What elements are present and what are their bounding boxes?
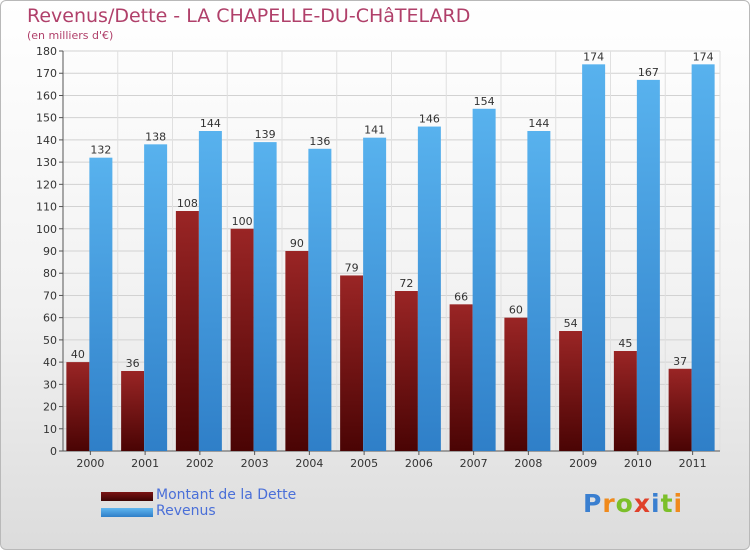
legend-label-dette: Montant de la Dette (156, 487, 297, 503)
bar-dette-2005 (340, 275, 364, 451)
bar-dette-2011 (668, 368, 692, 451)
data-label-dette-2000: 40 (71, 348, 85, 361)
x-tick-label-2002: 2002 (186, 457, 214, 470)
bar-revenus-2003 (253, 142, 277, 451)
x-tick-label-2009: 2009 (569, 457, 597, 470)
y-tick-label: 150 (36, 112, 57, 125)
data-label-revenus-2000: 132 (90, 144, 111, 157)
data-label-revenus-2001: 138 (145, 130, 166, 143)
legend-swatch-dette (101, 492, 153, 501)
x-tick-label-2004: 2004 (295, 457, 323, 470)
data-label-revenus-2005: 141 (364, 124, 385, 137)
y-tick-label: 120 (36, 178, 57, 191)
y-tick-label: 110 (36, 201, 57, 214)
legend-swatch-revenus (101, 508, 153, 517)
data-label-revenus-2003: 139 (255, 128, 276, 141)
bar-revenus-2011 (691, 64, 715, 452)
bar-revenus-2000 (89, 157, 113, 451)
bar-dette-2008 (504, 317, 528, 451)
bar-dette-2000 (66, 362, 90, 451)
y-tick-label: 80 (43, 267, 57, 280)
data-label-dette-2005: 79 (345, 261, 359, 274)
legend-label-revenus: Revenus (156, 503, 216, 519)
axes: 0 10 20 30 40 50 60 70 80 90 100 110 120 130 140 150 160… (36, 45, 720, 470)
bar-revenus-2008 (527, 131, 551, 451)
data-label-dette-2011: 37 (673, 355, 687, 368)
data-label-revenus-2007: 154 (474, 95, 495, 108)
bar-dette-2004 (285, 251, 309, 451)
bar-revenus-2005 (363, 137, 387, 451)
bar-dette-2006 (394, 291, 418, 451)
x-tick-label-2005: 2005 (350, 457, 378, 470)
y-tick-label: 0 (50, 445, 57, 458)
x-tick-label-2006: 2006 (405, 457, 433, 470)
data-label-revenus-2009: 174 (583, 50, 604, 63)
data-label-dette-2002: 108 (177, 197, 198, 210)
bar-revenus-2010 (636, 79, 660, 451)
x-tick-label-2008: 2008 (514, 457, 542, 470)
y-tick-label: 40 (43, 356, 57, 369)
logo-letter: t (660, 489, 674, 518)
data-label-dette-2010: 45 (618, 337, 632, 350)
y-tick-label: 20 (43, 401, 57, 414)
data-label-dette-2008: 60 (509, 304, 523, 317)
bar-dette-2003 (230, 228, 254, 451)
logo-letter: i (673, 489, 684, 518)
data-label-revenus-2002: 144 (200, 117, 221, 130)
data-label-dette-2007: 66 (454, 290, 468, 303)
data-label-revenus-2008: 144 (528, 117, 549, 130)
data-labels: 40 132 36 138 108 144 100 139 90 136 79 141 72 146 66 1… (71, 50, 714, 370)
data-label-dette-2004: 90 (290, 237, 304, 250)
x-tick-label-2010: 2010 (624, 457, 652, 470)
logo-letter: r (602, 489, 616, 518)
y-tick-label: 170 (36, 67, 57, 80)
x-tick-label-2011: 2011 (679, 457, 707, 470)
bar-revenus-2001 (144, 144, 168, 452)
data-label-dette-2003: 100 (232, 215, 253, 228)
data-label-revenus-2006: 146 (419, 113, 440, 126)
chart-title: Revenus/Dette - LA CHAPELLE-DU-CHâTELARD (27, 5, 471, 27)
bar-revenus-2007 (472, 108, 496, 452)
y-tick-label: 10 (43, 423, 57, 436)
y-tick-label: 140 (36, 134, 57, 147)
x-tick-label-2003: 2003 (241, 457, 269, 470)
y-tick-label: 130 (36, 156, 57, 169)
y-tick-label: 160 (36, 89, 57, 102)
y-tick-label: 70 (43, 289, 57, 302)
bars (66, 64, 715, 452)
data-label-revenus-2010: 167 (638, 66, 659, 79)
proxiti-logo: Proxiti (583, 489, 683, 518)
bar-revenus-2006 (417, 126, 441, 452)
bar-revenus-2004 (308, 148, 332, 451)
bar-dette-2007 (449, 304, 473, 451)
data-label-dette-2001: 36 (126, 357, 140, 370)
bar-dette-2009 (559, 331, 583, 451)
data-label-revenus-2004: 136 (309, 135, 330, 148)
x-tick-label-2000: 2000 (76, 457, 104, 470)
y-tick-label: 60 (43, 312, 57, 325)
x-tick-label-2007: 2007 (460, 457, 488, 470)
bar-revenus-2009 (582, 64, 606, 452)
x-tick-label-2001: 2001 (131, 457, 159, 470)
data-label-revenus-2011: 174 (693, 50, 714, 63)
data-label-dette-2006: 72 (399, 277, 413, 290)
bar-dette-2001 (121, 371, 145, 451)
data-label-dette-2009: 54 (564, 317, 578, 330)
y-tick-label: 30 (43, 378, 57, 391)
bar-revenus-2002 (198, 131, 222, 451)
chart-subtitle: (en milliers d'€) (27, 29, 114, 42)
logo-letter: o (615, 489, 634, 518)
logo-letter: x (633, 489, 651, 518)
y-tick-label: 50 (43, 334, 57, 347)
bar-dette-2010 (613, 351, 637, 451)
y-tick-label: 180 (36, 45, 57, 58)
y-tick-label: 100 (36, 223, 57, 236)
y-tick-label: 90 (43, 245, 57, 258)
logo-letter: P (583, 489, 603, 518)
logo-letter: i (651, 489, 661, 518)
bar-dette-2002 (175, 211, 199, 451)
